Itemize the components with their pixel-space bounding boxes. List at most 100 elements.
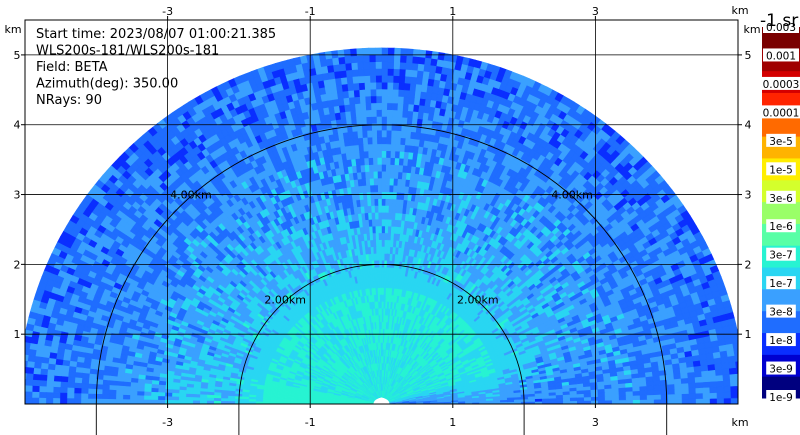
- field-cell: [363, 150, 369, 159]
- field-cell: [555, 397, 564, 402]
- field-cell: [371, 136, 378, 145]
- field-cell: [368, 170, 374, 179]
- field-cell: [404, 75, 412, 84]
- field-cell: [385, 170, 391, 179]
- field-cell: [730, 385, 738, 393]
- field-cell: [387, 68, 394, 76]
- field-cell: [674, 388, 683, 395]
- field-cell: [385, 164, 391, 172]
- field-cell: [399, 137, 406, 146]
- field-cell: [381, 225, 386, 234]
- field-cell: [417, 56, 426, 65]
- field-cell: [396, 116, 403, 125]
- field-cell: [709, 392, 718, 399]
- field-cell: [386, 102, 393, 111]
- field-cell: [639, 385, 648, 392]
- field-cell: [387, 47, 395, 56]
- field-cell: [358, 82, 366, 91]
- field-cell: [377, 212, 382, 220]
- field-cell: [393, 157, 400, 166]
- field-cell: [389, 157, 396, 166]
- field-cell: [405, 62, 413, 71]
- field-cell: [381, 273, 385, 282]
- field-cell: [715, 380, 725, 388]
- field-cell: [392, 191, 397, 200]
- field-cell: [365, 102, 372, 111]
- field-cell: [723, 391, 732, 399]
- field-cell: [388, 184, 394, 193]
- field-cell: [369, 191, 375, 200]
- field-cell: [396, 102, 404, 111]
- field-cell: [688, 398, 697, 404]
- field-cell: [376, 143, 382, 152]
- field-cell: [385, 136, 392, 145]
- field-cell: [384, 225, 389, 234]
- field-cell: [384, 184, 390, 193]
- field-cell: [387, 212, 393, 220]
- field-cell: [387, 61, 395, 70]
- field-cell: [632, 394, 641, 401]
- field-cell: [709, 386, 718, 394]
- field-cell: [424, 50, 433, 59]
- field-cell: [375, 95, 382, 104]
- field-cell: [702, 398, 711, 404]
- field-cell: [653, 394, 662, 400]
- field-cell: [373, 191, 379, 200]
- field-cell: [375, 109, 382, 117]
- field-cell: [381, 109, 388, 117]
- field-cell: [639, 390, 648, 396]
- field-cell: [348, 96, 356, 105]
- field-cell: [365, 109, 372, 118]
- field-cell: [387, 54, 395, 63]
- field-cell: [376, 150, 382, 158]
- field-cell: [374, 54, 382, 63]
- field-cell: [369, 88, 377, 97]
- field-cell: [370, 102, 377, 111]
- field-cell: [372, 150, 378, 158]
- field-cell: [368, 164, 374, 172]
- field-cell: [384, 218, 389, 227]
- field-cell: [381, 81, 388, 90]
- field-cell: [390, 143, 396, 152]
- field-cell: [397, 89, 405, 97]
- field-cell: [695, 398, 704, 404]
- field-cell: [362, 136, 368, 145]
- field-cell: [618, 391, 627, 397]
- field-cell: [401, 116, 408, 125]
- field-cell: [393, 171, 399, 179]
- field-cell: [728, 367, 738, 375]
- field-cell: [389, 150, 396, 159]
- field-cell: [714, 368, 724, 376]
- field-cell: [674, 383, 683, 390]
- field-cell: [362, 54, 370, 63]
- field-cell: [625, 399, 634, 404]
- field-cell: [715, 374, 724, 382]
- field-cell: [381, 287, 384, 295]
- field-cell: [373, 198, 379, 206]
- field-cell: [392, 88, 399, 97]
- field-cell: [338, 63, 347, 72]
- field-cell: [404, 130, 412, 139]
- field-cell: [408, 89, 416, 98]
- field-cell: [381, 280, 385, 288]
- field-cell: [397, 95, 404, 104]
- field-cell: [392, 82, 400, 90]
- field-cell: [359, 95, 366, 104]
- field-cell: [377, 218, 382, 227]
- field-cell: [405, 123, 412, 132]
- field-cell: [381, 184, 386, 193]
- field-cell: [352, 82, 360, 91]
- field-cell: [375, 74, 382, 83]
- field-cell: [395, 130, 402, 138]
- field-cell: [343, 55, 352, 64]
- field-cell: [381, 129, 387, 138]
- field-cell: [381, 253, 385, 261]
- field-cell: [733, 348, 738, 356]
- field-cell: [393, 61, 401, 70]
- field-cell: [381, 157, 387, 165]
- field-cell: [357, 75, 365, 84]
- field-cell: [369, 177, 375, 186]
- field-cell: [336, 49, 345, 58]
- field-cell: [399, 144, 406, 152]
- field-cell: [409, 76, 417, 85]
